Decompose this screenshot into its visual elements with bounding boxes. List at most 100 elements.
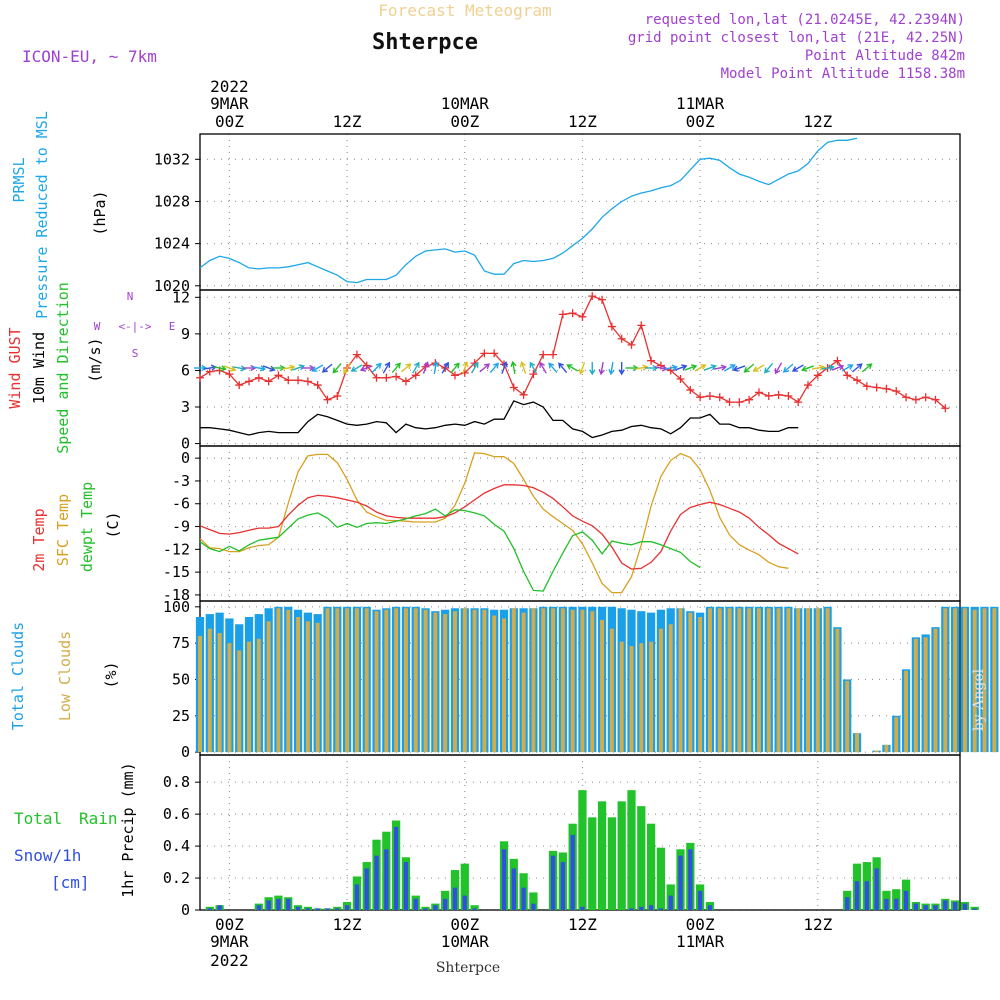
gust-marker bbox=[382, 373, 391, 382]
low-cloud-bar bbox=[364, 608, 369, 753]
wind-dir-label: Speed and Direction bbox=[54, 282, 72, 454]
wind-direction-arrow bbox=[412, 362, 420, 374]
wind-arrow-head bbox=[690, 364, 698, 371]
rain-bar bbox=[529, 892, 538, 910]
y-tick-label: 25 bbox=[172, 707, 190, 725]
gust-marker bbox=[392, 372, 401, 381]
snow-bar bbox=[864, 881, 869, 910]
top-axis-date: 9MAR bbox=[210, 94, 249, 113]
wind-arrow-head bbox=[642, 364, 649, 371]
low-cloud-bar bbox=[315, 622, 320, 753]
wind-arrow-head bbox=[443, 361, 449, 368]
snow-bar bbox=[354, 884, 360, 910]
snow-bar bbox=[854, 881, 860, 910]
y-tick-label: 0.6 bbox=[163, 805, 190, 823]
snow-bar bbox=[933, 905, 938, 910]
low-cloud-bar bbox=[482, 609, 487, 753]
gust-marker bbox=[519, 390, 528, 399]
wind-arrow-head bbox=[453, 362, 460, 369]
wind-arrow-head bbox=[743, 366, 750, 373]
dewpt-label: dewpt Temp bbox=[78, 482, 96, 572]
wind-arrow-head bbox=[598, 368, 605, 376]
gust-marker bbox=[794, 398, 803, 407]
low-cloud-bar bbox=[256, 638, 261, 753]
snow-bar bbox=[550, 855, 556, 910]
low-cloud-bar bbox=[845, 680, 850, 753]
gust-marker bbox=[647, 356, 656, 365]
low-cloud-bar bbox=[668, 624, 673, 753]
low-cloud-bar bbox=[227, 643, 232, 753]
sfc-temp-line bbox=[199, 452, 789, 594]
snow-bar bbox=[972, 908, 977, 910]
low-cloud-bar bbox=[894, 717, 899, 753]
gust-marker bbox=[558, 310, 567, 319]
bottom-axis-hour: 00Z bbox=[686, 915, 715, 934]
wind-arrow-head bbox=[311, 366, 318, 372]
low-cloud-bar bbox=[698, 616, 703, 753]
low-cloud-bar bbox=[413, 608, 418, 753]
wind-arrow-head bbox=[483, 363, 491, 370]
snow-bar bbox=[472, 908, 477, 910]
gust-marker bbox=[637, 321, 646, 330]
low-cloud-bar bbox=[423, 609, 428, 753]
wind-direction-arrow bbox=[567, 364, 579, 372]
gust-marker bbox=[284, 376, 293, 385]
wind-arrow-head bbox=[608, 368, 615, 376]
bottom-axis-date: 10MAR bbox=[441, 932, 490, 951]
snow-bar bbox=[943, 900, 948, 910]
gust-marker bbox=[235, 381, 244, 390]
y-tick-label: 12 bbox=[172, 288, 190, 306]
gust-marker bbox=[509, 383, 518, 392]
pressure-line bbox=[199, 137, 858, 284]
y-tick-label: 9 bbox=[181, 325, 190, 343]
low-cloud-bar bbox=[815, 608, 820, 753]
compass-east: E bbox=[169, 320, 176, 333]
footer-location: Shterpce bbox=[436, 960, 500, 976]
y-tick-label: 1024 bbox=[154, 235, 190, 253]
snow-bar bbox=[639, 906, 644, 910]
wind-arrow-head bbox=[847, 364, 854, 370]
wind-arrow-head bbox=[259, 365, 267, 372]
snow-bar bbox=[295, 906, 301, 910]
top-axis-year: 2022 bbox=[210, 77, 249, 96]
low-cloud-bar bbox=[786, 608, 791, 753]
low-cloud-bar bbox=[521, 612, 526, 753]
low-cloud-bar bbox=[943, 608, 948, 753]
y-tick-label: -6 bbox=[172, 495, 190, 513]
wind-direction-arrow bbox=[213, 366, 226, 370]
rain-bar bbox=[460, 863, 469, 910]
low-cloud-bar bbox=[374, 611, 379, 753]
wind-arrow-head bbox=[472, 361, 479, 368]
gust-marker bbox=[902, 393, 911, 402]
gust-marker bbox=[921, 393, 930, 402]
wind-direction-arrow bbox=[674, 365, 687, 371]
snow-bar bbox=[286, 898, 291, 910]
snow-bar bbox=[325, 908, 330, 910]
precip-label-snow-unit: [cm] bbox=[51, 873, 90, 892]
gust-marker bbox=[764, 392, 773, 401]
bottom-axis-date: 9MAR bbox=[210, 932, 249, 951]
wind-arrow-head bbox=[519, 361, 526, 368]
wind-direction-arrow bbox=[501, 362, 507, 374]
wind-direction-arrow bbox=[332, 362, 342, 374]
snow-bar bbox=[403, 862, 409, 910]
low-cloud-bar bbox=[629, 646, 634, 753]
low-cloud-bar bbox=[649, 641, 654, 753]
gust-marker bbox=[872, 383, 881, 392]
low-cloud-bar bbox=[904, 670, 909, 753]
wind-direction-arrow bbox=[811, 366, 824, 370]
model-altitude: Model Point Altitude 1158.38m bbox=[721, 66, 965, 82]
rain-bar bbox=[578, 790, 587, 910]
gust-marker bbox=[598, 295, 607, 304]
gust-marker bbox=[205, 367, 214, 376]
wind-direction-arrow bbox=[664, 366, 677, 370]
y-tick-label: 1032 bbox=[154, 150, 190, 168]
low-cloud-bar bbox=[502, 618, 506, 753]
low-cloud-bar bbox=[325, 608, 330, 753]
snow-bar bbox=[913, 903, 919, 910]
wind-direction-arrow bbox=[831, 365, 844, 371]
gust-marker bbox=[549, 350, 558, 359]
wind-direction-arrow bbox=[802, 365, 814, 371]
snow-bar bbox=[903, 890, 909, 910]
